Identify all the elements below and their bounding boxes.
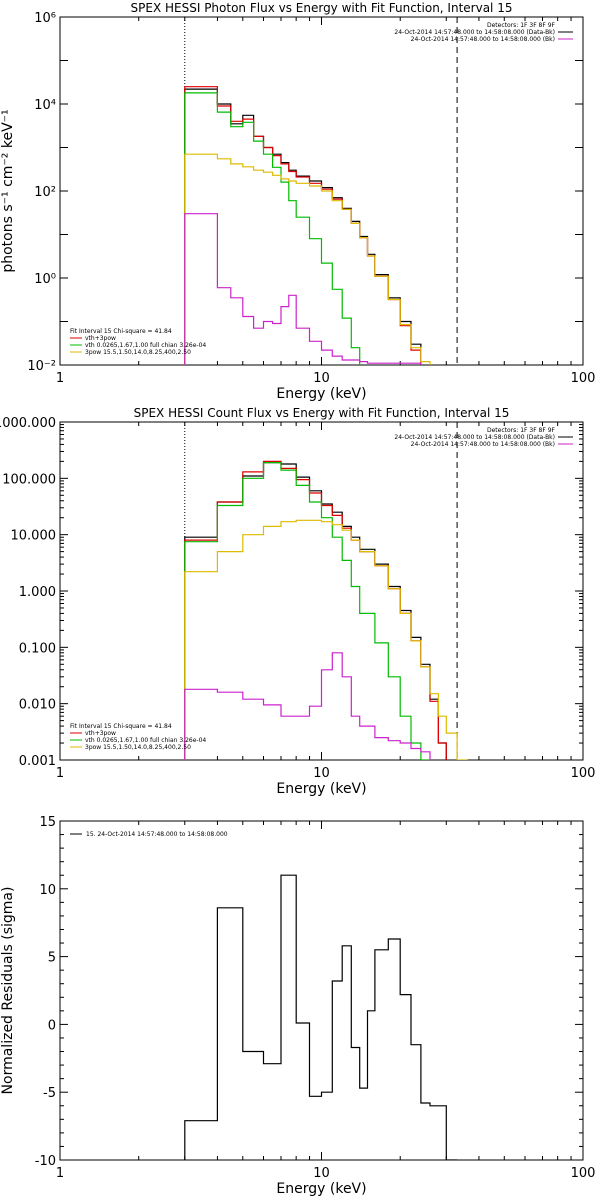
y-tick-label: 0.001 — [19, 754, 56, 769]
legend-header: Detectors: 1F 3F 8F 9F — [487, 22, 556, 29]
x-tick-label: 100 — [571, 1166, 596, 1181]
y-tick-label: 10.000 — [11, 529, 57, 544]
chart-panel-2: 1 10 100 Energy (keV) 0.001 0.010 0.100 1.000 10… — [0, 406, 595, 797]
x-tick-label: 10 — [313, 766, 330, 781]
chart-title: SPEX HESSI Count Flux vs Energy with Fit… — [134, 406, 510, 420]
x-tick-label: 10 — [313, 1166, 330, 1181]
legend-item: 24-Oct-2014 14:57:48.000 to 14:58:08.000… — [411, 36, 555, 43]
plot-frame — [59, 421, 584, 761]
plot-frame — [59, 820, 584, 1161]
y-tick-label: -10 — [35, 1154, 56, 1169]
series-line-4 — [184, 153, 431, 365]
x-tick-label: 100 — [571, 766, 596, 781]
legend-item: 24-Oct-2014 14:57:48.000 to 14:58:08.000… — [394, 434, 555, 441]
x-tick-label: 10 — [313, 371, 330, 386]
x-tick-label: 1 — [56, 371, 64, 386]
y-tick-label: 10⁶ — [34, 11, 56, 26]
y-tick-label: 10⁴ — [34, 98, 56, 113]
series-line-5 — [184, 652, 431, 760]
legend-header: Fit Interval 15 Chi-square = 41.84 — [70, 328, 172, 335]
y-tick-label: 10⁻² — [27, 359, 56, 374]
y-tick-label: 5 — [48, 951, 56, 966]
chart-panel-3: 1 10 100 Energy (keV) -10 -5 0 5 10 15 Normalized … — [0, 815, 595, 1197]
y-tick-label: 100.000 — [2, 472, 56, 487]
y-axis-label: Normalized Residuals (sigma) — [0, 887, 16, 1095]
legend-item: 24-Oct-2014 14:57:48.000 to 14:58:08.000… — [394, 29, 555, 36]
legend-item: 3pow 15.5,1.50,14.0,8.25,400,2.50 — [85, 349, 191, 356]
y-tick-label: 1.000 — [19, 585, 56, 600]
series-line-4 — [184, 519, 468, 760]
y-axis-label: photons s⁻¹ cm⁻² keV⁻¹ — [0, 109, 16, 272]
x-axis-label: Energy (keV) — [276, 1181, 366, 1197]
chart-title: SPEX HESSI Photon Flux vs Energy with Fi… — [131, 1, 513, 15]
x-tick-label: 1 — [56, 766, 64, 781]
series-line-1 — [184, 874, 458, 1160]
legend-item: vth 0.0265,1.67,1.00 full chian 3.26e-04 — [85, 737, 206, 744]
x-tick-label: 1 — [56, 1166, 64, 1181]
y-tick-label: 10⁰ — [34, 272, 56, 287]
y-tick-label: 15 — [39, 815, 56, 830]
chart-panel-1: 1 10 100 Energy (keV) 10⁻² 10⁰ 10² 10⁴ 10⁶ photon… — [0, 1, 595, 402]
legend-item: vth+3pow — [85, 335, 116, 342]
series-line-2 — [184, 460, 447, 760]
legend-item: 24-Oct-2014 14:57:48.000 to 14:58:08.000… — [411, 441, 555, 448]
legend-item: vth 0.0265,1.67,1.00 full chian 3.26e-04 — [85, 342, 206, 349]
series-line-1 — [184, 88, 422, 365]
series-line-2 — [184, 86, 422, 365]
series-line-3 — [184, 462, 431, 760]
y-tick-label: 0.010 — [19, 698, 56, 713]
y-tick-label: 10² — [34, 185, 56, 200]
legend-header: Fit Interval 15 Chi-square = 41.84 — [70, 723, 172, 730]
legend-header: Detectors: 1F 3F 8F 9F — [487, 427, 556, 434]
series-line-5 — [184, 213, 422, 365]
y-tick-label: 1000.000 — [0, 416, 56, 431]
y-tick-label: 0.100 — [19, 641, 56, 656]
series-group — [184, 86, 431, 365]
y-tick-label: -5 — [43, 1086, 56, 1101]
series-group — [184, 874, 458, 1160]
series-line-1 — [184, 462, 447, 760]
y-tick-label: 0 — [48, 1018, 56, 1033]
legend-item: vth+3pow — [85, 730, 116, 737]
series-group — [184, 460, 468, 760]
series-line-3 — [184, 92, 361, 365]
x-tick-label: 100 — [571, 371, 596, 386]
x-axis-label: Energy (keV) — [276, 386, 366, 402]
legend-item: 3pow 15.5,1.50,14.0,8.25,400,2.50 — [85, 744, 191, 751]
y-tick-label: 10 — [39, 883, 56, 898]
legend-item: 15. 24-Oct-2014 14:57:48.000 to 14:58:08… — [86, 831, 228, 838]
x-axis-label: Energy (keV) — [276, 781, 366, 797]
